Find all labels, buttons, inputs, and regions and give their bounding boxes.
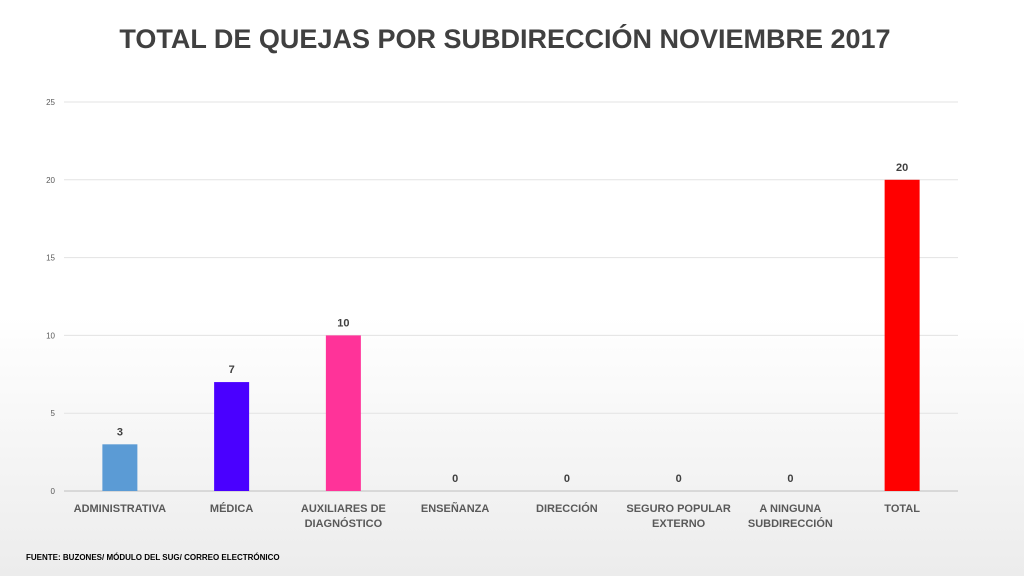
bar — [325, 335, 361, 491]
data-label: 0 — [564, 473, 570, 485]
x-tick-label: DIRECCIÓN — [536, 502, 598, 515]
x-tick-label: AUXILIARES DE DIAGNÓSTICO — [301, 503, 386, 530]
y-tick-label: 25 — [46, 98, 55, 107]
source-note: FUENTE: BUZONES/ MÓDULO DEL SUG/ CORREO … — [26, 553, 280, 562]
data-label: 20 — [896, 162, 908, 174]
data-label: 0 — [452, 473, 458, 485]
x-tick-label: TOTAL — [884, 503, 920, 515]
data-label: 7 — [229, 364, 235, 376]
data-label: 0 — [676, 473, 682, 485]
x-tick-label: SEGURO POPULAR EXTERNO — [626, 503, 731, 530]
data-labels: 3 7 10 0 0 0 0 20 — [117, 162, 908, 485]
data-label: 10 — [337, 317, 349, 329]
x-axis-labels: ADMINISTRATIVA MÉDICA AUXILIARES DE DIAGNÓS… — [74, 502, 921, 530]
data-label: 0 — [787, 473, 793, 485]
y-tick-label: 5 — [51, 409, 56, 418]
x-tick-label: ENSEÑANZA — [421, 502, 490, 515]
x-tick-label: ADMINISTRATIVA — [74, 503, 167, 515]
x-tick-label: MÉDICA — [210, 502, 253, 515]
gridlines — [64, 101, 958, 492]
chart-title: TOTAL DE QUEJAS POR SUBDIRECCIÓN NOVIEMB… — [119, 24, 891, 54]
bar — [214, 382, 250, 491]
y-tick-label: 15 — [46, 254, 55, 263]
data-label: 3 — [117, 426, 123, 438]
bars — [102, 179, 920, 492]
bar — [884, 179, 920, 492]
bar — [102, 444, 138, 491]
x-tick-label: A NINGUNA SUBDIRECCIÓN — [748, 503, 833, 530]
y-tick-label: 0 — [51, 487, 56, 496]
y-axis-ticks: 0 5 10 15 20 25 — [46, 98, 55, 496]
y-tick-label: 10 — [46, 331, 55, 340]
y-tick-label: 20 — [46, 176, 55, 185]
